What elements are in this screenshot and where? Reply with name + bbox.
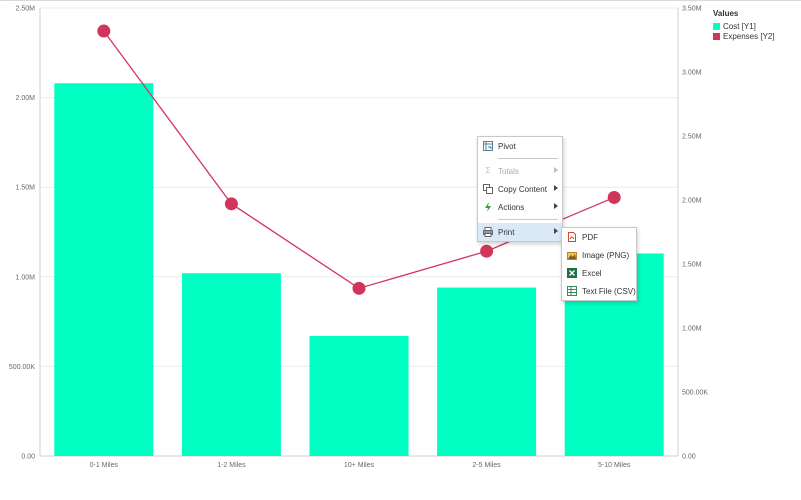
menu-item-copy-content[interactable]: Copy Content (478, 180, 562, 198)
y1-tick-label: 0.00 (21, 454, 35, 461)
x-tick-label: 0-1 Miles (90, 462, 119, 469)
printer-icon (483, 227, 493, 237)
legend-label-expenses: Expenses [Y2] (723, 31, 775, 41)
point-expenses (97, 24, 111, 38)
y2-tick-label: 1.00M (682, 326, 702, 333)
chevron-right-icon (554, 203, 558, 209)
y1-tick-label: 2.00M (16, 95, 36, 102)
y2-tick-label: 0.00 (682, 454, 696, 461)
csv-icon (567, 286, 577, 296)
bar-cost (181, 273, 281, 456)
context-menu: Pivot Σ Totals Copy Content Actions Prin… (477, 136, 563, 242)
chevron-right-icon (554, 185, 558, 191)
y2-tick-label: 2.00M (682, 198, 702, 205)
chevron-right-icon (554, 167, 558, 173)
y1-tick-label: 500.00K (9, 364, 35, 371)
pivot-icon (483, 141, 493, 151)
y1-tick-label: 2.50M (16, 6, 36, 13)
legend-label-cost: Cost [Y1] (723, 21, 756, 31)
excel-icon (567, 268, 577, 278)
bar-cost (309, 335, 409, 456)
menu-label-pivot: Pivot (498, 141, 516, 151)
menu-item-actions[interactable]: Actions (478, 198, 562, 216)
lightning-icon (483, 202, 493, 212)
chevron-right-icon (554, 228, 558, 234)
bar-cost (54, 83, 154, 456)
y2-tick-label: 1.50M (682, 262, 702, 269)
submenu-label-image-png: Image (PNG) (582, 250, 630, 260)
y2-tick-label: 3.50M (682, 6, 702, 13)
submenu-label-excel: Excel (582, 268, 602, 278)
menu-item-totals[interactable]: Σ Totals (478, 162, 562, 180)
menu-label-totals: Totals (498, 166, 519, 176)
copy-icon (483, 184, 493, 194)
submenu-item-image-png[interactable]: Image (PNG) (562, 246, 636, 264)
legend: Values Cost [Y1] Expenses [Y2] (713, 9, 775, 41)
menu-label-copy-content: Copy Content (498, 184, 547, 194)
point-expenses (607, 190, 621, 204)
x-tick-label: 10+ Miles (344, 462, 375, 469)
y2-tick-label: 500.00K (682, 390, 708, 397)
submenu-label-pdf: PDF (582, 232, 598, 242)
bar-cost (437, 287, 537, 456)
menu-separator (498, 219, 558, 220)
legend-entry-expenses[interactable]: Expenses [Y2] (713, 31, 775, 41)
menu-label-actions: Actions (498, 202, 525, 212)
y2-tick-label: 2.50M (682, 134, 702, 141)
pdf-icon (567, 232, 577, 242)
point-expenses (352, 281, 366, 295)
x-tick-label: 2-5 Miles (472, 462, 501, 469)
legend-entry-cost[interactable]: Cost [Y1] (713, 21, 775, 31)
menu-label-print: Print (498, 227, 515, 237)
menu-item-pivot[interactable]: Pivot (478, 137, 562, 155)
legend-title: Values (713, 9, 739, 18)
top-border (0, 0, 801, 1)
y2-tick-label: 3.00M (682, 70, 702, 77)
menu-separator (498, 158, 558, 159)
legend-swatch-expenses (713, 32, 720, 40)
menu-item-print[interactable]: Print (478, 223, 562, 241)
y1-tick-label: 1.00M (16, 274, 36, 281)
x-tick-label: 1-2 Miles (217, 462, 246, 469)
submenu-item-excel[interactable]: Excel (562, 264, 636, 282)
submenu-item-pdf[interactable]: PDF (562, 228, 636, 246)
legend-swatch-cost (713, 22, 720, 30)
image-icon (567, 250, 577, 260)
point-expenses (480, 244, 494, 258)
sigma-icon: Σ (485, 166, 491, 175)
print-submenu: PDF Image (PNG) Excel Text File (CSV) (561, 227, 637, 301)
submenu-label-text-file-csv: Text File (CSV) (582, 286, 636, 296)
x-tick-label: 5-10 Miles (598, 462, 631, 469)
y1-tick-label: 1.50M (16, 185, 36, 192)
submenu-item-text-file-csv[interactable]: Text File (CSV) (562, 282, 636, 300)
point-expenses (224, 197, 238, 211)
